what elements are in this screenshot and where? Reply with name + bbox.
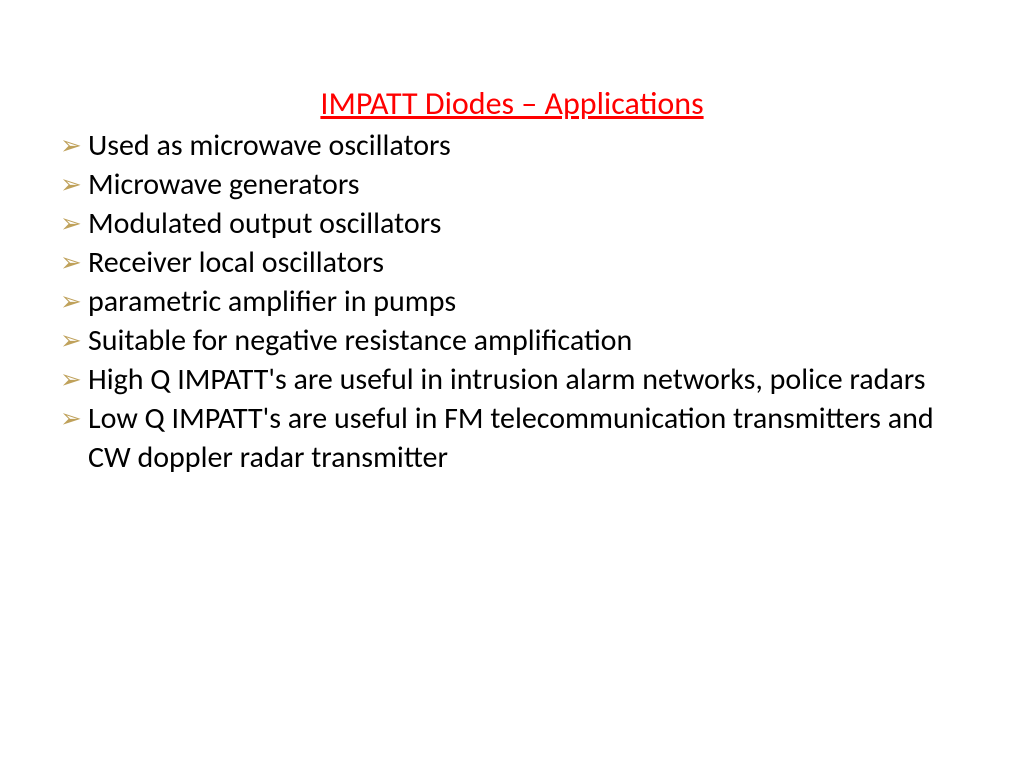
list-item: ➢Microwave generators [60,165,964,204]
list-item: ➢Low Q IMPATT's are useful in FM telecom… [60,399,964,477]
chevron-right-icon: ➢ [60,246,88,280]
item-text: Used as microwave oscillators [88,127,451,164]
chevron-right-icon: ➢ [60,168,88,202]
list-item: ➢parametric amplifier in pumps [60,282,964,321]
bullet-list: ➢Used as microwave oscillators ➢Microwav… [60,126,964,477]
chevron-right-icon: ➢ [60,402,88,436]
chevron-right-icon: ➢ [60,129,88,163]
list-item: ➢Used as microwave oscillators [60,126,964,165]
list-item: ➢High Q IMPATT's are useful in intrusion… [60,360,964,399]
chevron-right-icon: ➢ [60,363,88,397]
item-text: Microwave generators [88,166,360,203]
chevron-right-icon: ➢ [60,285,88,319]
item-text: Receiver local oscillators [88,244,384,281]
item-text: High Q IMPATT's are useful in intrusion … [88,361,925,398]
chevron-right-icon: ➢ [60,324,88,358]
item-text: Suitable for negative resistance amplifi… [88,322,632,359]
item-text: parametric amplifier in pumps [88,283,456,320]
item-text: Modulated output oscillators [88,205,441,242]
list-item: ➢Modulated output oscillators [60,204,964,243]
item-text: Low Q IMPATT's are useful in FM telecomm… [88,400,934,476]
slide: IMPATT Diodes – Applications ➢Used as mi… [0,0,1024,768]
slide-title: IMPATT Diodes – Applications [60,84,964,124]
list-item: ➢Receiver local oscillators [60,243,964,282]
list-item: ➢Suitable for negative resistance amplif… [60,321,964,360]
chevron-right-icon: ➢ [60,207,88,241]
